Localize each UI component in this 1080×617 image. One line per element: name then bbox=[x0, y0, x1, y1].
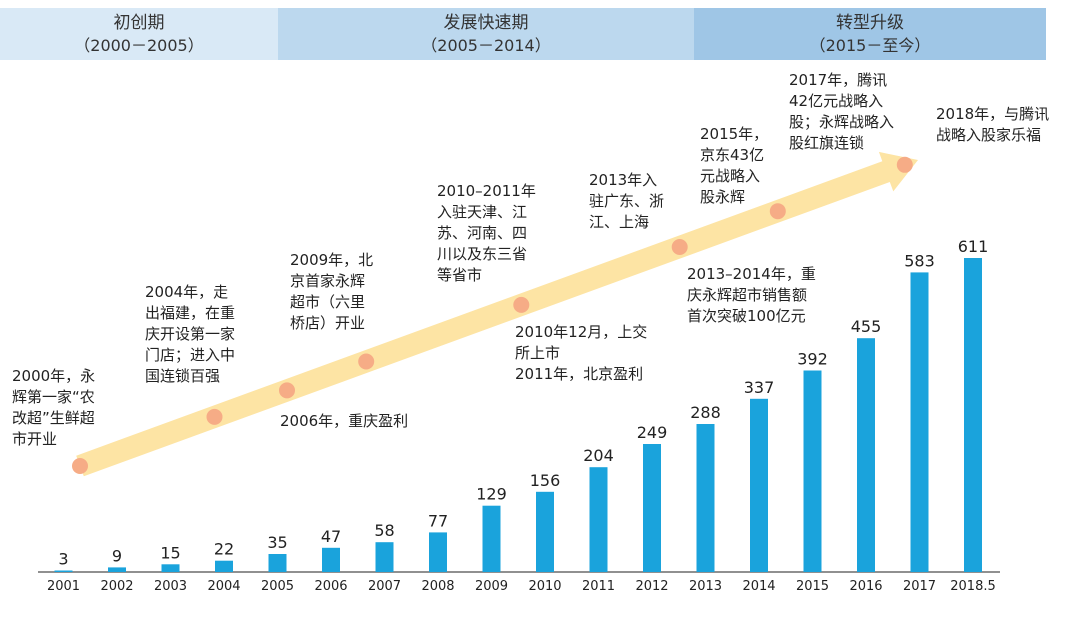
bar-2004 bbox=[215, 560, 233, 572]
timeline-dot bbox=[896, 156, 913, 173]
value-label-2002: 9 bbox=[112, 546, 122, 565]
tick-label-2004: 2004 bbox=[207, 579, 240, 594]
value-label-2005: 35 bbox=[267, 533, 287, 552]
phase-range: （2015－至今） bbox=[809, 36, 931, 55]
tick-label-2002: 2002 bbox=[100, 579, 133, 594]
tick-label-2007: 2007 bbox=[368, 579, 401, 594]
value-label-2007: 58 bbox=[374, 521, 394, 540]
bar-2012 bbox=[643, 444, 661, 572]
tick-label-2017: 2017 bbox=[903, 579, 936, 594]
value-label-2004: 22 bbox=[214, 540, 234, 559]
timeline-arrow-layer bbox=[72, 151, 918, 477]
annotation-2013: 2013年入 驻广东、浙 江、上海 bbox=[589, 171, 665, 231]
value-label-2006: 47 bbox=[321, 527, 341, 546]
annotation-2006: 2006年，重庆盈利 bbox=[280, 412, 409, 430]
annotation-2010-12: 2010年12月，上交 所上市 2011年，北京盈利 bbox=[515, 323, 648, 383]
value-label-2013: 288 bbox=[690, 403, 721, 422]
tick-label-2008: 2008 bbox=[421, 579, 454, 594]
timeline-dot bbox=[279, 382, 295, 399]
tick-label-2010: 2010 bbox=[528, 579, 561, 594]
phase-band-startup: 初创期 （2000－2005） bbox=[0, 8, 278, 60]
labels-layer: 3 2001 9 2002 15 2003 22 2004 35 2005 47 2006 58 2007… bbox=[47, 237, 996, 594]
annotation-2010-2011: 2010–2011年 入驻天津、江 苏、河南、四 川以及东三省 等省市 bbox=[437, 182, 536, 284]
bar-2011 bbox=[589, 467, 608, 572]
phase-band-rapid-growth: 发展快速期 （2005－2014） bbox=[278, 8, 694, 60]
phase-range: （2000－2005） bbox=[74, 36, 204, 55]
tick-label-2009: 2009 bbox=[475, 579, 508, 594]
tick-label-2011: 2011 bbox=[582, 579, 615, 594]
timeline-dot bbox=[72, 458, 88, 474]
tick-label-2012: 2012 bbox=[635, 579, 668, 594]
phase-name: 初创期 bbox=[113, 13, 165, 33]
value-label-2008: 77 bbox=[428, 511, 448, 530]
bar-2003 bbox=[161, 564, 180, 572]
annotation-2009: 2009年，北 京首家永辉 超市（六里 桥店）开业 bbox=[290, 251, 374, 332]
bar-2009 bbox=[482, 505, 501, 572]
annotation-2004: 2004年，走 出福建，在重 庆开设第一家 门店；进入中 国连锁百强 bbox=[145, 283, 236, 385]
value-label-2012: 249 bbox=[637, 423, 668, 442]
tick-label-2016: 2016 bbox=[849, 579, 882, 594]
bar-2010 bbox=[536, 491, 554, 572]
annotation-2018: 2018年，与腾讯 战略入股家乐福 bbox=[936, 105, 1050, 144]
annotation-2013-2014: 2013–2014年，重 庆永辉超市销售额 首次突破100亿元 bbox=[687, 265, 816, 325]
tick-label-2005: 2005 bbox=[261, 579, 294, 594]
bar-2007 bbox=[375, 542, 394, 572]
tick-label-2018.5: 2018.5 bbox=[950, 579, 996, 594]
phase-band-transformation: 转型升级 （2015－至今） bbox=[694, 8, 1046, 60]
bar-2013 bbox=[696, 424, 715, 572]
value-label-2003: 15 bbox=[160, 543, 180, 562]
value-label-2017: 583 bbox=[904, 251, 935, 270]
value-label-2014: 337 bbox=[744, 378, 775, 397]
annotation-2017: 2017年，腾讯 42亿元战略入 股；永辉战略入 股红旗连锁 bbox=[789, 71, 895, 152]
timeline-dot bbox=[769, 203, 786, 220]
tick-label-2014: 2014 bbox=[742, 579, 775, 594]
phase-range: （2005－2014） bbox=[421, 36, 551, 55]
annotation-2015: 2015年， 京东43亿 元战略入 股永辉 bbox=[700, 125, 769, 206]
timeline-dot bbox=[513, 296, 530, 313]
timeline-dot bbox=[671, 239, 688, 255]
bar-2017 bbox=[910, 272, 929, 572]
tick-label-2013: 2013 bbox=[689, 579, 722, 594]
bar-2015 bbox=[803, 370, 822, 572]
tick-label-2001: 2001 bbox=[47, 579, 80, 594]
bar-2014 bbox=[750, 398, 768, 572]
tick-label-2015: 2015 bbox=[796, 579, 829, 594]
bar-2005 bbox=[268, 554, 287, 572]
bar-2006 bbox=[322, 547, 340, 572]
value-label-2009: 129 bbox=[476, 485, 507, 504]
value-label-2001: 3 bbox=[58, 550, 68, 569]
timeline-dot bbox=[206, 408, 223, 425]
value-label-2010: 156 bbox=[530, 471, 561, 490]
tick-label-2003: 2003 bbox=[154, 579, 187, 594]
bar-2018.5 bbox=[964, 258, 982, 572]
value-label-2011: 204 bbox=[583, 446, 614, 465]
annotation-2000: 2000年，永 辉第一家“农 改超”生鲜超 市开业 bbox=[12, 367, 96, 448]
value-label-2015: 392 bbox=[797, 350, 828, 369]
value-label-2016: 455 bbox=[851, 317, 882, 336]
phase-name: 转型升级 bbox=[836, 13, 904, 33]
tick-label-2006: 2006 bbox=[314, 579, 347, 594]
bars-layer bbox=[38, 258, 1000, 573]
bar-2002 bbox=[108, 567, 126, 572]
phase-name: 发展快速期 bbox=[443, 13, 529, 33]
bar-2001 bbox=[54, 570, 73, 572]
timeline-dot bbox=[358, 353, 375, 370]
bar-2008 bbox=[429, 532, 447, 572]
bar-2016 bbox=[857, 338, 875, 572]
value-label-2018.5: 611 bbox=[958, 237, 989, 256]
